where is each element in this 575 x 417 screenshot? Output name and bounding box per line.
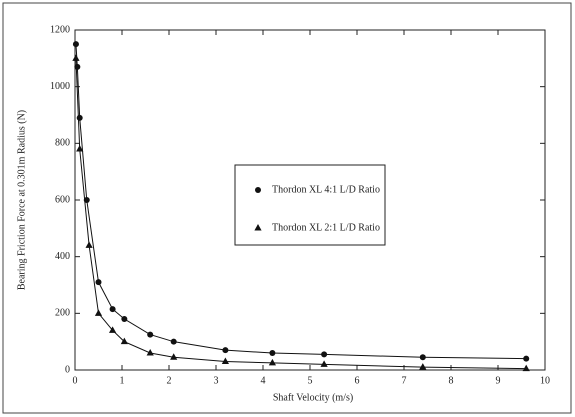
y-tick-label: 600 <box>55 194 70 205</box>
x-tick-label: 10 <box>540 375 550 386</box>
marker <box>222 347 229 354</box>
marker <box>146 349 154 356</box>
marker <box>76 145 84 152</box>
marker <box>320 360 328 367</box>
x-tick-label: 9 <box>496 375 501 386</box>
marker <box>268 358 276 366</box>
marker <box>522 364 530 372</box>
marker <box>523 355 530 362</box>
y-tick-label: 800 <box>55 138 70 149</box>
series-line <box>75 44 527 360</box>
x-tick-label: 8 <box>449 375 454 386</box>
x-tick-label: 3 <box>214 375 219 386</box>
marker <box>94 309 103 316</box>
y-tick-label: 200 <box>55 308 70 319</box>
y-tick-label: 1000 <box>50 81 70 92</box>
y-axis-label: Bearing Friction Force at 0.301m Radius … <box>16 110 27 290</box>
marker <box>321 351 328 358</box>
x-tick-label: 1 <box>120 375 125 386</box>
legend-box <box>234 164 386 246</box>
marker <box>85 241 93 248</box>
marker <box>170 353 178 360</box>
marker <box>109 306 116 313</box>
x-tick-label: 4 <box>261 375 266 386</box>
marker <box>170 338 177 345</box>
x-tick-label: 7 <box>402 375 407 386</box>
marker <box>76 114 83 121</box>
x-tick-label: 6 <box>355 375 360 386</box>
marker <box>109 326 117 333</box>
legend-label: Thordon XL 2:1 L/D Ratio <box>272 222 380 233</box>
marker <box>72 54 80 61</box>
marker <box>72 41 79 48</box>
y-tick-label: 400 <box>55 251 70 262</box>
legend-label: Thordon XL 4:1 L/D Ratio <box>272 184 380 195</box>
legend-marker <box>254 224 262 231</box>
marker <box>269 350 276 356</box>
marker <box>221 357 229 364</box>
marker <box>121 316 128 322</box>
marker <box>147 331 154 338</box>
marker <box>120 337 128 345</box>
y-tick-label: 0 <box>65 364 70 375</box>
x-tick-label: 0 <box>73 375 78 386</box>
marker <box>74 63 81 70</box>
marker <box>419 363 427 370</box>
frame <box>2 2 572 414</box>
x-tick-label: 2 <box>167 375 172 386</box>
legend-marker <box>255 187 261 193</box>
y-tick-label: 1200 <box>50 24 70 35</box>
x-tick-label: 5 <box>308 375 313 386</box>
marker <box>419 354 426 361</box>
x-axis-label: Shaft Velocity (m/s) <box>273 392 353 403</box>
marker <box>95 279 102 286</box>
